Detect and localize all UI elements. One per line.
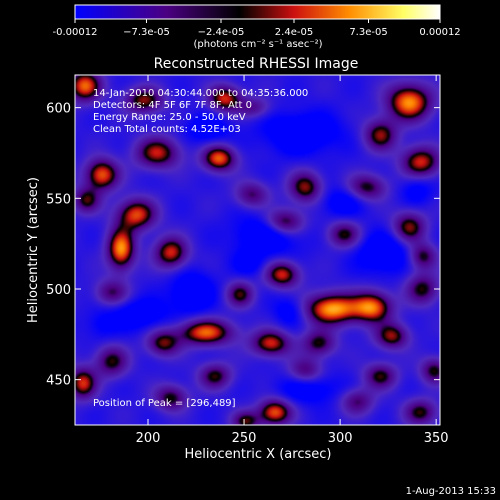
colorbar-gradient: [75, 5, 440, 19]
annotation-energy-range: Energy Range: 25.0 - 50.0 keV: [93, 112, 246, 123]
x-tick-label: 200: [136, 431, 161, 446]
colorbar: -0.00012 −7.3e-05 −2.4e-05 2.4e-05 7.3e-05 0.…: [53, 4, 461, 50]
x-axis-label: Heliocentric X (arcsec): [185, 447, 332, 462]
heatmap-image: [75, 75, 440, 425]
colorbar-tick-label: −7.3e-05: [123, 27, 170, 38]
y-tick-label: 550: [46, 192, 71, 207]
footer-date: 1-Aug-2013 15:33: [406, 486, 496, 497]
annotation-detectors: Detectors: 4F 5F 6F 7F 8F, Att 0: [93, 100, 252, 111]
annotation-clean-counts: Clean Total counts: 4.52E+03: [93, 124, 241, 135]
annotation-block: 14-Jan-2010 04:30:44.000 to 04:35:36.000…: [93, 88, 308, 135]
x-tick-label: 350: [424, 431, 449, 446]
colorbar-tick-label: −2.4e-05: [198, 27, 245, 38]
y-tick-label: 600: [46, 102, 71, 117]
colorbar-tick-label: 7.3e-05: [349, 27, 387, 38]
x-tick-label: 300: [328, 431, 353, 446]
plot-area: 200 250 300 350 450 500 550 600 14-Jan-2010 04:…: [46, 74, 449, 446]
y-axis-label: Heliocentric Y (arcsec): [26, 177, 41, 323]
colorbar-frame: [74, 4, 441, 20]
colorbar-tick-label: -0.00012: [53, 27, 98, 38]
x-tick-label: 250: [232, 431, 257, 446]
colorbar-tick-label: 2.4e-05: [275, 27, 313, 38]
axis-ticks: 200 250 300 350 450 500 550 600: [46, 75, 449, 446]
annotation-time-range: 14-Jan-2010 04:30:44.000 to 04:35:36.000: [93, 88, 308, 99]
plot-frame: [74, 74, 441, 426]
y-tick-label: 500: [46, 283, 71, 298]
peak-position-label: Position of Peak = [296,489]: [93, 398, 236, 409]
colorbar-ticks: -0.00012 −7.3e-05 −2.4e-05 2.4e-05 7.3e-05 0.…: [53, 19, 461, 38]
colorbar-units: (photons cm⁻² s⁻¹ asec⁻²): [193, 39, 322, 50]
chart-title: Reconstructed RHESSI Image: [154, 56, 359, 72]
colorbar-tick-label: 0.00012: [419, 27, 460, 38]
y-tick-label: 450: [46, 374, 71, 389]
